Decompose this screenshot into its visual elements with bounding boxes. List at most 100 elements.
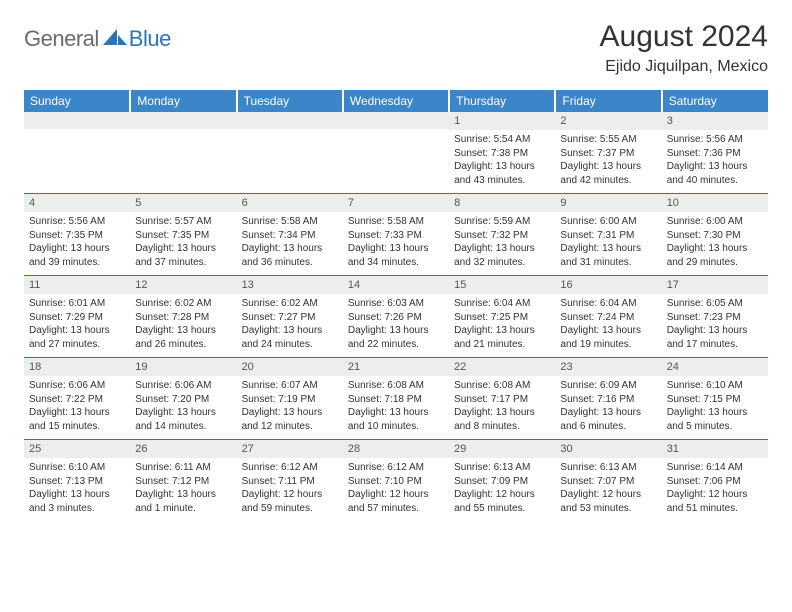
calendar-day-cell: 6Sunrise: 5:58 AMSunset: 7:34 PMDaylight…: [237, 194, 343, 276]
daylight-line: Daylight: 13 hours and 26 minutes.: [135, 324, 231, 351]
calendar-body: 1Sunrise: 5:54 AMSunset: 7:38 PMDaylight…: [24, 112, 768, 521]
day-details: Sunrise: 6:08 AMSunset: 7:18 PMDaylight:…: [343, 376, 449, 439]
day-details: Sunrise: 6:06 AMSunset: 7:20 PMDaylight:…: [130, 376, 236, 439]
day-number: 15: [449, 276, 555, 294]
day-number: 16: [555, 276, 661, 294]
calendar-day-cell: 7 Sunrise: 5:58 AMSunset: 7:33 PMDaylight…: [343, 194, 449, 276]
weekday-header: Wednesday: [343, 90, 449, 112]
daylight-line: Daylight: 13 hours and 10 minutes.: [348, 406, 444, 433]
day-number: 21: [343, 358, 449, 376]
sunset-line: Sunset: 7:36 PM: [667, 147, 763, 161]
sunrise-line: Sunrise: 5:58 AM: [348, 215, 444, 229]
day-number: 22: [449, 358, 555, 376]
sunrise-line: Sunrise: 6:08 AM: [454, 379, 550, 393]
day-details: Sunrise: 5:55 AMSunset: 7:37 PMDaylight:…: [555, 130, 661, 193]
sunrise-line: Sunrise: 6:13 AM: [454, 461, 550, 475]
daylight-line: Daylight: 13 hours and 32 minutes.: [454, 242, 550, 269]
calendar-day-cell: 16Sunrise: 6:04 AMSunset: 7:24 PMDayligh…: [555, 276, 661, 358]
daylight-line: Daylight: 13 hours and 42 minutes.: [560, 160, 656, 187]
day-details: Sunrise: 6:04 AMSunset: 7:25 PMDaylight:…: [449, 294, 555, 357]
day-details: Sunrise: 6:06 AMSunset: 7:22 PMDaylight:…: [24, 376, 130, 439]
day-details: Sunrise: 6:02 AMSunset: 7:28 PMDaylight:…: [130, 294, 236, 357]
day-details: Sunrise: 6:07 AMSunset: 7:19 PMDaylight:…: [237, 376, 343, 439]
calendar-day-cell: 18Sunrise: 6:06 AMSunset: 7:22 PMDayligh…: [24, 358, 130, 440]
sunrise-line: Sunrise: 6:14 AM: [667, 461, 763, 475]
day-number: 31: [662, 440, 768, 458]
sunrise-line: Sunrise: 6:02 AM: [135, 297, 231, 311]
day-number: 28: [343, 440, 449, 458]
sunrise-line: Sunrise: 6:10 AM: [29, 461, 125, 475]
daylight-line: Daylight: 13 hours and 39 minutes.: [29, 242, 125, 269]
day-details: Sunrise: 6:10 AMSunset: 7:15 PMDaylight:…: [662, 376, 768, 439]
day-details: Sunrise: 5:56 AMSunset: 7:35 PMDaylight:…: [24, 212, 130, 275]
calendar-day-cell: 4Sunrise: 5:56 AMSunset: 7:35 PMDaylight…: [24, 194, 130, 276]
day-details: [130, 129, 236, 187]
sunrise-line: Sunrise: 5:58 AM: [242, 215, 338, 229]
day-details: [24, 129, 130, 187]
sunset-line: Sunset: 7:33 PM: [348, 229, 444, 243]
calendar-day-cell: 30Sunrise: 6:13 AMSunset: 7:07 PMDayligh…: [555, 440, 661, 522]
weekday-header: Saturday: [662, 90, 768, 112]
month-title: August 2024: [600, 20, 768, 54]
location-subtitle: Ejido Jiquilpan, Mexico: [600, 58, 768, 76]
title-block: August 2024 Ejido Jiquilpan, Mexico: [600, 20, 768, 76]
sunrise-line: Sunrise: 6:06 AM: [29, 379, 125, 393]
sunset-line: Sunset: 7:35 PM: [29, 229, 125, 243]
daylight-line: Daylight: 12 hours and 57 minutes.: [348, 488, 444, 515]
sunset-line: Sunset: 7:17 PM: [454, 393, 550, 407]
calendar-day-cell: 13Sunrise: 6:02 AMSunset: 7:27 PMDayligh…: [237, 276, 343, 358]
day-details: Sunrise: 5:58 AMSunset: 7:34 PMDaylight:…: [237, 212, 343, 275]
daylight-line: Daylight: 13 hours and 29 minutes.: [667, 242, 763, 269]
sunset-line: Sunset: 7:22 PM: [29, 393, 125, 407]
sunset-line: Sunset: 7:20 PM: [135, 393, 231, 407]
day-number: 7: [343, 194, 449, 212]
sunrise-line: Sunrise: 6:08 AM: [348, 379, 444, 393]
day-details: Sunrise: 6:12 AMSunset: 7:11 PMDaylight:…: [237, 458, 343, 521]
day-number: 13: [237, 276, 343, 294]
day-details: Sunrise: 6:13 AMSunset: 7:09 PMDaylight:…: [449, 458, 555, 521]
sunrise-line: Sunrise: 6:01 AM: [29, 297, 125, 311]
sunset-line: Sunset: 7:28 PM: [135, 311, 231, 325]
day-number: 18: [24, 358, 130, 376]
daylight-line: Daylight: 13 hours and 22 minutes.: [348, 324, 444, 351]
daylight-line: Daylight: 12 hours and 51 minutes.: [667, 488, 763, 515]
daylight-line: Daylight: 13 hours and 24 minutes.: [242, 324, 338, 351]
sunrise-line: Sunrise: 6:11 AM: [135, 461, 231, 475]
sunset-line: Sunset: 7:34 PM: [242, 229, 338, 243]
weekday-header: Friday: [555, 90, 661, 112]
sunset-line: Sunset: 7:24 PM: [560, 311, 656, 325]
daylight-line: Daylight: 13 hours and 15 minutes.: [29, 406, 125, 433]
sunrise-line: Sunrise: 6:03 AM: [348, 297, 444, 311]
daylight-line: Daylight: 13 hours and 12 minutes.: [242, 406, 338, 433]
sunrise-line: Sunrise: 6:09 AM: [560, 379, 656, 393]
sunset-line: Sunset: 7:29 PM: [29, 311, 125, 325]
calendar-day-cell: 21Sunrise: 6:08 AMSunset: 7:18 PMDayligh…: [343, 358, 449, 440]
day-number: 19: [130, 358, 236, 376]
daylight-line: Daylight: 13 hours and 6 minutes.: [560, 406, 656, 433]
day-details: Sunrise: 6:02 AMSunset: 7:27 PMDaylight:…: [237, 294, 343, 357]
day-number: 4: [24, 194, 130, 212]
daylight-line: Daylight: 13 hours and 8 minutes.: [454, 406, 550, 433]
day-number: [237, 112, 343, 129]
sunset-line: Sunset: 7:30 PM: [667, 229, 763, 243]
day-details: Sunrise: 5:56 AMSunset: 7:36 PMDaylight:…: [662, 130, 768, 193]
day-details: Sunrise: 6:11 AMSunset: 7:12 PMDaylight:…: [130, 458, 236, 521]
calendar-day-cell: [237, 112, 343, 194]
daylight-line: Daylight: 13 hours and 17 minutes.: [667, 324, 763, 351]
weekday-header: Thursday: [449, 90, 555, 112]
calendar-day-cell: 26Sunrise: 6:11 AMSunset: 7:12 PMDayligh…: [130, 440, 236, 522]
daylight-line: Daylight: 13 hours and 34 minutes.: [348, 242, 444, 269]
daylight-line: Daylight: 13 hours and 27 minutes.: [29, 324, 125, 351]
daylight-line: Daylight: 13 hours and 3 minutes.: [29, 488, 125, 515]
daylight-line: Daylight: 13 hours and 37 minutes.: [135, 242, 231, 269]
calendar-day-cell: 29Sunrise: 6:13 AMSunset: 7:09 PMDayligh…: [449, 440, 555, 522]
day-details: Sunrise: 6:00 AMSunset: 7:31 PMDaylight:…: [555, 212, 661, 275]
day-number: 25: [24, 440, 130, 458]
sunset-line: Sunset: 7:19 PM: [242, 393, 338, 407]
calendar-day-cell: 8Sunrise: 5:59 AMSunset: 7:32 PMDaylight…: [449, 194, 555, 276]
day-number: 6: [237, 194, 343, 212]
weekday-header: Sunday: [24, 90, 130, 112]
calendar-day-cell: 17Sunrise: 6:05 AMSunset: 7:23 PMDayligh…: [662, 276, 768, 358]
calendar-day-cell: 2Sunrise: 5:55 AMSunset: 7:37 PMDaylight…: [555, 112, 661, 194]
sunrise-line: Sunrise: 6:06 AM: [135, 379, 231, 393]
